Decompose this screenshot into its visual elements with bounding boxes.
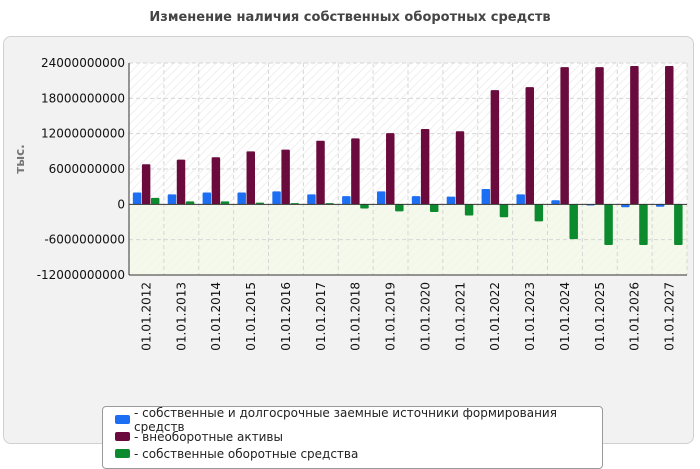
bar xyxy=(360,204,369,209)
y-tick-label: 24000000000 xyxy=(41,56,125,70)
bar xyxy=(307,194,316,205)
bar xyxy=(237,192,246,205)
bars xyxy=(132,65,683,245)
x-tick-label: 01.01.2027 xyxy=(663,282,677,351)
bar xyxy=(621,204,630,208)
legend-swatch xyxy=(115,415,130,424)
y-tick-label: 12000000000 xyxy=(41,127,125,141)
bar xyxy=(272,191,281,205)
bar xyxy=(464,204,474,216)
x-tick-label: 01.01.2024 xyxy=(558,282,572,351)
bar xyxy=(525,87,534,205)
legend-item: - собственные оборотные средства xyxy=(115,445,602,462)
x-tick-label: 01.01.2013 xyxy=(174,282,188,351)
x-tick-label: 01.01.2016 xyxy=(279,282,293,351)
x-tick-label: 01.01.2022 xyxy=(488,282,502,351)
bar xyxy=(167,194,177,205)
bar xyxy=(132,192,142,205)
bar xyxy=(446,196,456,205)
legend-swatch xyxy=(115,449,130,458)
bar xyxy=(411,196,421,205)
legend-label: - собственные и долгосрочные заемные ист… xyxy=(134,405,557,434)
bar xyxy=(342,196,351,205)
bar xyxy=(655,204,665,207)
legend-item: - внеоборотные активы xyxy=(115,428,602,445)
x-tick-labels: 01.01.2012 01.01.2013 01.01.2014 01.01.2015… xyxy=(139,282,676,351)
chart-svg: 24000000000 18000000000 12000000000 6000000… xyxy=(13,56,688,351)
x-tick-label: 01.01.2020 xyxy=(418,282,432,351)
bar xyxy=(429,204,439,212)
bar xyxy=(386,133,395,205)
x-tick-label: 01.01.2015 xyxy=(244,282,258,351)
bar xyxy=(351,138,360,205)
bar xyxy=(246,151,255,205)
y-tick-label: 6000000000 xyxy=(49,162,125,176)
x-tick-label: 01.01.2025 xyxy=(593,282,607,351)
bar xyxy=(499,204,509,218)
bar xyxy=(569,204,578,240)
bar xyxy=(516,194,525,205)
legend-label: - собственные оборотные средства xyxy=(134,446,359,461)
x-tick-label: 01.01.2026 xyxy=(628,282,642,351)
bar xyxy=(665,65,674,205)
y-tick-label: -6000000000 xyxy=(44,233,125,247)
bar xyxy=(220,201,230,205)
x-tick-label: 01.01.2018 xyxy=(349,282,363,351)
x-tick-label: 01.01.2014 xyxy=(209,282,223,351)
bar xyxy=(490,90,500,205)
y-tick-label: 0 xyxy=(117,197,125,211)
axes xyxy=(128,63,687,276)
bar xyxy=(316,140,325,205)
bar xyxy=(534,204,544,222)
bar xyxy=(595,67,604,205)
y-tick-labels: 24000000000 18000000000 12000000000 6000000… xyxy=(37,56,125,282)
bar xyxy=(639,204,648,245)
y-tick-label: 18000000000 xyxy=(41,91,125,105)
legend-swatch xyxy=(115,432,130,441)
x-tick-label: 01.01.2019 xyxy=(384,282,398,351)
legend: - собственные и долгосрочные заемные ист… xyxy=(102,406,603,469)
bar xyxy=(150,197,160,205)
bar xyxy=(281,149,290,205)
bar xyxy=(141,164,151,205)
bar xyxy=(420,128,430,205)
bar xyxy=(604,204,613,245)
bar xyxy=(376,191,386,205)
legend-item: - собственные и долгосрочные заемные ист… xyxy=(115,406,602,434)
chart-title: Изменение наличия собственных оборотных … xyxy=(149,10,551,25)
bar xyxy=(211,157,221,205)
bar xyxy=(551,200,560,205)
bar xyxy=(202,192,212,205)
legend-label: - внеоборотные активы xyxy=(134,429,283,444)
bar xyxy=(176,159,186,205)
bar xyxy=(395,204,404,212)
chart-panel: 24000000000 18000000000 12000000000 6000000… xyxy=(3,36,694,469)
y-axis-label: тыс. xyxy=(13,144,27,173)
bar xyxy=(455,131,465,205)
y-tick-label: -12000000000 xyxy=(37,268,125,282)
x-tick-label: 01.01.2023 xyxy=(523,282,537,351)
bar xyxy=(630,65,639,205)
x-tick-label: 01.01.2021 xyxy=(453,282,467,351)
x-tick-label: 01.01.2017 xyxy=(314,282,328,351)
bar xyxy=(674,204,683,245)
bar xyxy=(185,201,195,205)
bar xyxy=(481,189,491,205)
x-tick-label: 01.01.2012 xyxy=(139,282,153,351)
bar xyxy=(560,67,569,205)
